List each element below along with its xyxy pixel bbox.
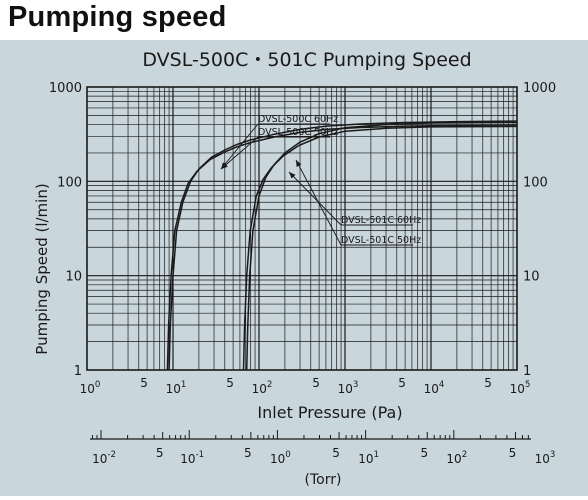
x-minor-tick-label: 5 (140, 376, 148, 390)
x-minor-tick-label: 5 (226, 376, 234, 390)
torr-minor-tick-label: 5 (156, 446, 164, 460)
x-tick-label: 101 (166, 380, 187, 396)
series-label-4: DVSL-501C 50Hz (341, 235, 421, 246)
series-line-4 (242, 125, 518, 371)
chart-svg: DVSL-500C・501C Pumping Speed Pumping Spe… (0, 40, 588, 496)
x-tick-label: 104 (424, 380, 445, 396)
series-leader-line (220, 136, 259, 170)
x-tick-label: 100 (80, 380, 101, 396)
y-tick-label-right: 1000 (523, 81, 556, 96)
torr-axis-label: (Torr) (305, 472, 342, 488)
arrow-head (289, 172, 296, 179)
series-line-2 (166, 124, 518, 371)
chart-title: DVSL-500C・501C Pumping Speed (142, 49, 471, 71)
torr-minor-tick-label: 5 (244, 446, 252, 460)
arrow-head (296, 160, 302, 167)
series-group (166, 120, 518, 371)
page-heading: Pumping speed (8, 1, 227, 33)
y-tick-label-left: 100 (57, 175, 82, 190)
grid (86, 86, 518, 371)
series-label-3: DVSL-501C 60Hz (341, 215, 421, 226)
torr-minor-tick-label: 5 (509, 446, 517, 460)
series-label-2: DVSL-500C 50Hz (258, 127, 338, 138)
x-axis-label: Inlet Pressure (Pa) (257, 403, 402, 422)
y-axis-label: Pumping Speed (l/min) (33, 183, 51, 354)
x-tick-label: 102 (252, 380, 273, 396)
torr-tick-label: 102 (446, 450, 467, 466)
plot-frame (86, 86, 518, 371)
torr-tick-label: 10-2 (92, 450, 116, 466)
y-tick-label-right: 1 (523, 364, 531, 379)
torr-tick-label: 103 (535, 450, 556, 466)
series-label-1: DVSL-500C 60Hz (258, 114, 338, 125)
y-tick-label-left: 10 (65, 270, 82, 285)
x-tick-label: 103 (338, 380, 359, 396)
series-leader-line (295, 159, 342, 246)
chart-background (0, 40, 588, 496)
torr-tick-label: 10-1 (180, 450, 204, 466)
y-tick-label-left: 1000 (49, 81, 82, 96)
torr-tick-label: 101 (358, 450, 379, 466)
arrow-head (221, 162, 228, 169)
series-line-1 (168, 120, 518, 371)
series-labels: DVSL-500C 60Hz DVSL-500C 50Hz DVSL-501C 60… (220, 114, 421, 246)
x-minor-tick-label: 5 (398, 376, 406, 390)
x-minor-tick-label: 5 (484, 376, 492, 390)
chart-panel: DVSL-500C・501C Pumping Speed Pumping Spe… (0, 40, 588, 496)
torr-minor-tick-label: 5 (332, 446, 340, 460)
y-tick-label-right: 100 (523, 175, 548, 190)
torr-axis: 10-2 10-1 100 101 102 103 5 5 5 5 5 (90, 430, 555, 466)
x-tick-label: 105 (510, 380, 531, 396)
y-tick-label-left: 1 (74, 364, 82, 379)
torr-minor-tick-label: 5 (420, 446, 428, 460)
torr-tick-label: 100 (270, 450, 291, 466)
tick-labels: 1 1 10 10 100 100 1000 1000 100 101 102 103 104 105 5 5… (49, 81, 556, 396)
x-minor-tick-label: 5 (312, 376, 320, 390)
series-leader-line (288, 171, 342, 226)
series-leader-line (220, 123, 259, 170)
y-tick-label-right: 10 (523, 270, 540, 285)
